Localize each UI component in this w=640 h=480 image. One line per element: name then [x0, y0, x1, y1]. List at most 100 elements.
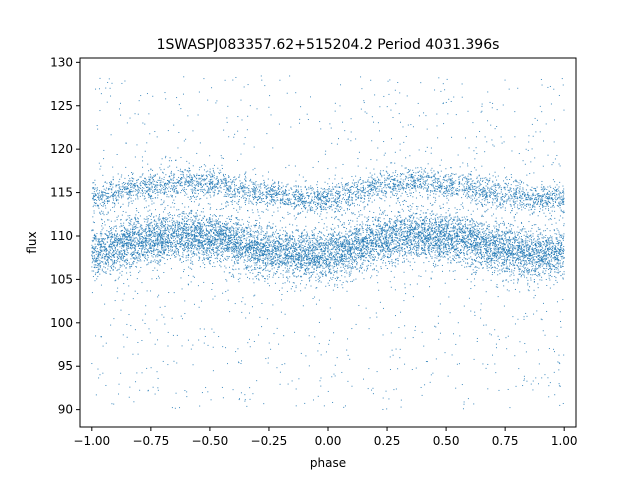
data-point — [547, 257, 549, 259]
data-point — [514, 235, 516, 237]
data-point — [538, 242, 540, 244]
data-point — [231, 268, 233, 270]
data-point — [295, 244, 297, 246]
data-point — [241, 229, 243, 231]
data-point — [467, 224, 469, 226]
data-point — [346, 233, 348, 235]
data-point — [156, 227, 158, 229]
data-point — [198, 204, 200, 206]
data-point — [424, 236, 426, 238]
data-point — [306, 262, 308, 264]
data-point — [180, 229, 181, 231]
data-point — [284, 282, 286, 284]
data-point — [535, 263, 537, 265]
data-point — [228, 244, 230, 246]
data-point — [435, 247, 437, 249]
data-point — [361, 245, 363, 247]
data-point — [287, 278, 289, 280]
data-point — [310, 257, 312, 259]
data-point — [185, 240, 187, 242]
data-point — [345, 249, 347, 251]
data-point — [467, 263, 469, 265]
data-point — [502, 239, 504, 241]
data-point — [240, 238, 242, 240]
data-point — [373, 269, 375, 271]
data-point — [421, 248, 423, 250]
data-point — [538, 265, 540, 267]
data-point — [176, 220, 178, 222]
data-point — [254, 268, 256, 270]
data-point — [431, 225, 433, 227]
data-point — [329, 259, 331, 261]
data-point — [485, 238, 487, 240]
data-point — [430, 229, 432, 231]
data-point — [446, 229, 448, 231]
data-point — [520, 262, 522, 264]
data-point — [186, 237, 188, 239]
data-point — [488, 240, 490, 242]
data-point — [318, 265, 320, 267]
data-point — [447, 262, 449, 264]
data-point — [225, 231, 227, 233]
data-point — [470, 264, 472, 266]
data-point — [439, 252, 441, 254]
data-point — [549, 265, 551, 267]
data-point — [553, 265, 555, 267]
data-point — [407, 252, 409, 254]
data-point — [126, 231, 128, 233]
data-point — [562, 263, 564, 265]
data-point — [474, 225, 476, 227]
data-point — [407, 219, 409, 221]
data-point — [98, 243, 100, 245]
data-point — [215, 230, 217, 232]
data-point — [186, 234, 188, 236]
data-point — [542, 237, 544, 239]
data-point — [318, 239, 320, 241]
data-point — [127, 252, 129, 254]
data-point — [541, 258, 543, 260]
data-point — [127, 215, 129, 217]
data-point — [412, 227, 414, 229]
data-point — [416, 223, 418, 225]
data-point — [312, 241, 314, 243]
data-point — [373, 242, 375, 244]
data-point — [97, 270, 99, 272]
data-point — [531, 269, 533, 271]
data-point — [329, 257, 331, 258]
data-point — [132, 247, 134, 249]
data-point — [490, 242, 492, 244]
data-point — [433, 240, 435, 242]
data-point — [254, 258, 255, 260]
data-point — [538, 250, 540, 252]
data-point — [164, 249, 166, 251]
data-point — [286, 238, 288, 240]
data-point — [499, 269, 501, 271]
data-point — [350, 248, 352, 250]
data-point — [322, 257, 324, 259]
data-point — [277, 257, 279, 259]
data-point — [166, 219, 168, 221]
data-point — [447, 251, 449, 253]
data-point — [433, 237, 435, 239]
data-point — [240, 234, 242, 236]
data-point — [128, 230, 130, 232]
data-point — [126, 264, 128, 265]
data-point — [138, 234, 140, 236]
data-point — [107, 260, 109, 262]
data-point — [221, 239, 223, 241]
data-point — [216, 258, 218, 260]
data-point — [211, 218, 213, 220]
data-point — [125, 262, 127, 264]
data-point — [470, 232, 472, 234]
data-point — [319, 257, 321, 259]
data-point — [225, 250, 227, 252]
data-point — [182, 244, 184, 246]
data-point — [386, 224, 388, 226]
data-point — [225, 206, 227, 208]
data-point — [273, 243, 275, 245]
data-point — [467, 246, 469, 248]
data-point — [396, 249, 398, 251]
data-point — [305, 237, 307, 239]
data-point — [179, 238, 181, 240]
data-point — [181, 215, 183, 217]
